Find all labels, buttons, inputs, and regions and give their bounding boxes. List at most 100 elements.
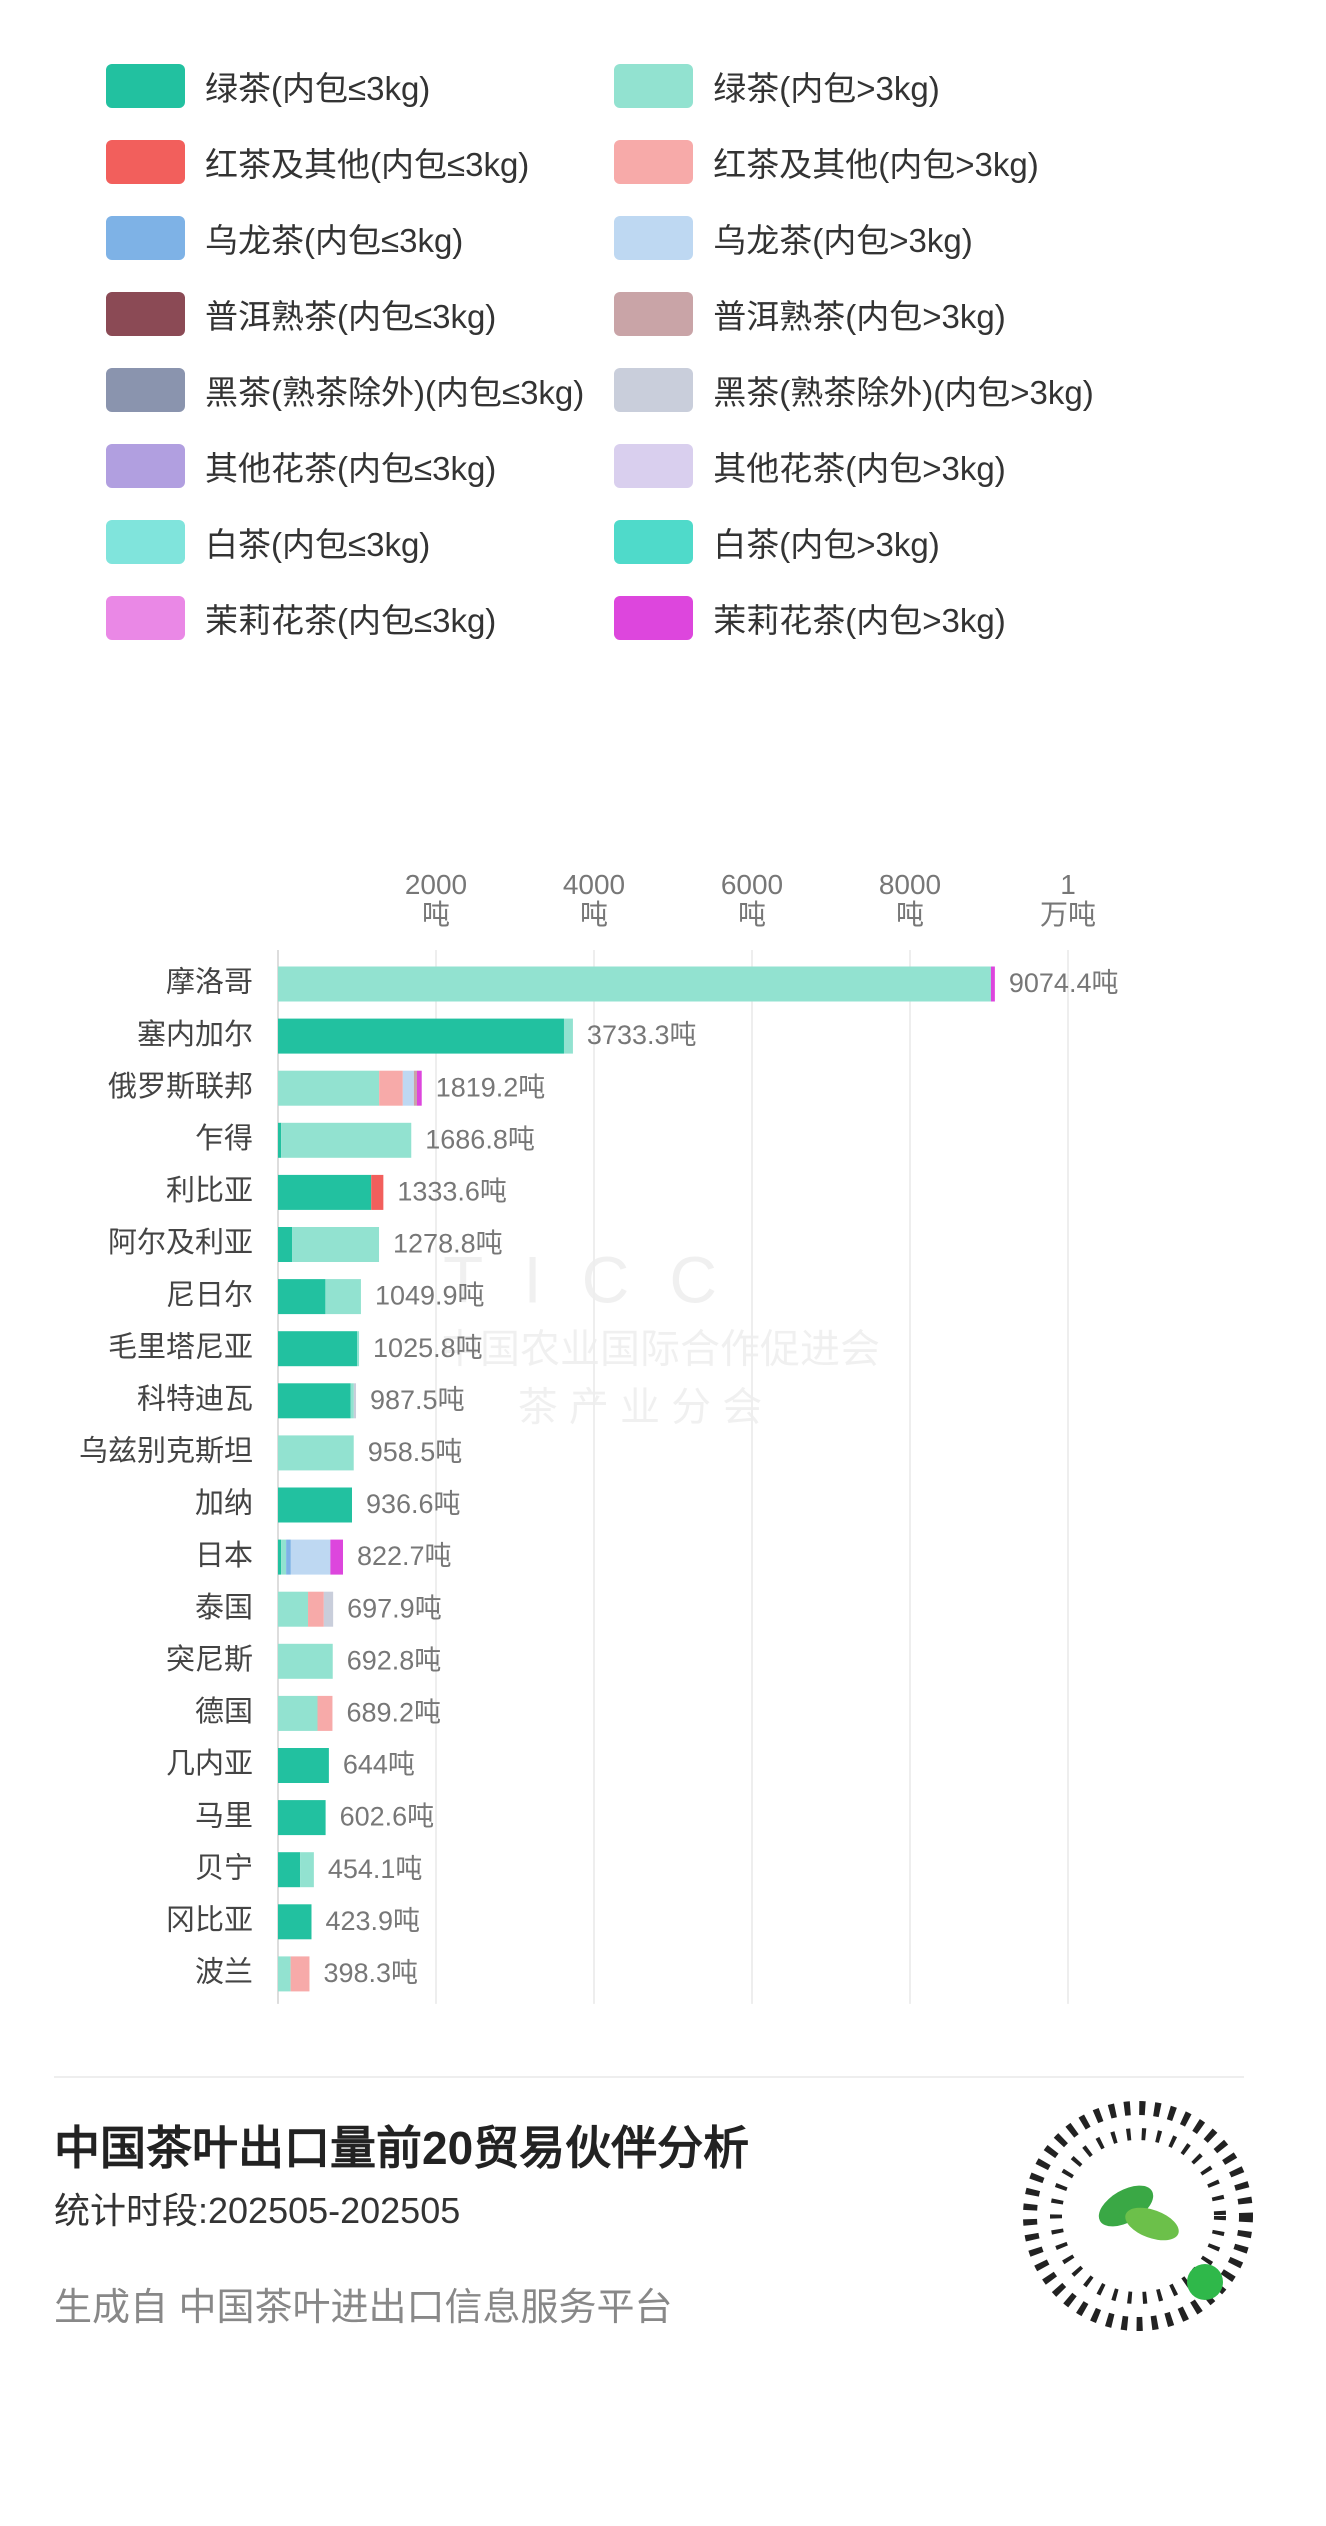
bar-segment (278, 1122, 282, 1158)
legend-item: 乌龙茶(内包>3kg) (614, 216, 1093, 260)
bar-segment (323, 1591, 334, 1627)
bar-segment (278, 1070, 380, 1106)
total-label: 697.9吨 (347, 1593, 442, 1623)
legend-label: 绿茶(内包≤3kg) (205, 70, 431, 107)
legend-label: 白茶(内包>3kg) (713, 526, 940, 563)
category-label: 冈比亚 (166, 1903, 253, 1936)
x-tick-label: 2000 吨 (404, 869, 468, 930)
watermark-branch: 茶 产 业 分 会 (518, 1386, 762, 1430)
legend-label: 红茶及其他(内包>3kg) (713, 146, 1039, 183)
bar-segment (353, 1383, 357, 1419)
total-label: 644吨 (343, 1750, 415, 1780)
footer-source: 生成自 中国茶叶进出口信息服务平台 (54, 2287, 673, 2329)
legend-swatch (106, 292, 185, 336)
bar-segment (278, 966, 991, 1002)
legend-swatch (614, 216, 694, 260)
bar-segment (278, 1435, 354, 1471)
legend-swatch (106, 216, 185, 260)
category-label: 德国 (195, 1695, 253, 1728)
total-label: 1333.6吨 (397, 1177, 507, 1207)
legend-item: 乌龙茶(内包≤3kg) (106, 216, 584, 260)
legend-item: 茉莉花茶(内包≤3kg) (106, 596, 584, 640)
x-tick-label: 4000 吨 (562, 869, 626, 930)
legend-swatch (614, 64, 694, 108)
total-label: 1049.9吨 (375, 1281, 485, 1311)
category-label: 泰国 (195, 1591, 253, 1624)
bar-segment (290, 1956, 310, 1992)
legend-label: 黑茶(熟茶除外)(内包≤3kg) (205, 374, 585, 411)
bar-segment (278, 1904, 312, 1940)
bar-segment (563, 1018, 573, 1054)
legend-label: 普洱熟茶(内包>3kg) (713, 298, 1006, 335)
total-label: 3733.3吨 (587, 1020, 697, 1050)
bar-segment (281, 1122, 412, 1158)
bar-segment (278, 1695, 318, 1731)
bar-segment (402, 1070, 414, 1106)
bar-segment (290, 1539, 331, 1575)
total-label: 1025.8吨 (373, 1333, 483, 1363)
divider (54, 2076, 1244, 2078)
bar-segment (278, 1852, 301, 1888)
legend-item: 白茶(内包>3kg) (614, 520, 1093, 564)
total-label: 822.7吨 (357, 1541, 452, 1571)
legend-item: 普洱熟茶(内包>3kg) (614, 292, 1093, 336)
bar-segment (278, 1227, 293, 1262)
legend-label: 乌龙茶(内包>3kg) (713, 222, 973, 259)
total-label: 936.6吨 (366, 1489, 461, 1519)
bar-segment (300, 1852, 314, 1888)
category-label: 科特迪瓦 (137, 1382, 253, 1415)
legend-item: 茉莉花茶(内包>3kg) (614, 596, 1093, 640)
total-label: 398.3吨 (323, 1958, 418, 1988)
legend: 绿茶(内包≤3kg) 绿茶(内包>3kg) 红茶及其他(内包≤3kg) 红茶及其他(内… (106, 64, 1286, 640)
legend-label: 绿茶(内包>3kg) (713, 70, 940, 107)
watermark-org: 中国农业国际合作促进会 (440, 1328, 880, 1372)
bar-segment (357, 1331, 360, 1367)
bar-segment (308, 1591, 324, 1627)
bar-segment (278, 1591, 309, 1627)
category-label: 马里 (195, 1800, 253, 1832)
bar-segment (278, 1279, 326, 1315)
legend-item: 红茶及其他(内包≤3kg) (106, 140, 584, 184)
category-label: 日本 (195, 1539, 253, 1572)
bar-segment (278, 1643, 333, 1679)
bar-segment (371, 1174, 384, 1210)
bar-segment (278, 1018, 564, 1054)
legend-label: 黑茶(熟茶除外)(内包>3kg) (713, 374, 1094, 411)
legend-swatch (106, 520, 185, 564)
legend-swatch (614, 292, 694, 336)
legend-item: 绿茶(内包>3kg) (614, 64, 1093, 108)
legend-label: 其他花茶(内包≤3kg) (205, 450, 497, 487)
bar-segment (413, 1070, 417, 1106)
category-label: 几内亚 (166, 1747, 253, 1780)
category-label: 贝宁 (195, 1851, 253, 1884)
legend-label: 茉莉花茶(内包≤3kg) (205, 602, 497, 639)
total-label: 1686.8吨 (425, 1124, 535, 1154)
category-label: 毛里塔尼亚 (108, 1330, 253, 1363)
category-label: 利比亚 (166, 1174, 253, 1207)
category-label: 尼日尔 (166, 1278, 253, 1311)
legend-item: 普洱熟茶(内包≤3kg) (106, 292, 584, 336)
total-label: 692.8吨 (347, 1645, 442, 1675)
bar-segment (278, 1487, 352, 1523)
legend-swatch (106, 368, 185, 412)
category-label: 塞内加尔 (137, 1018, 253, 1051)
bar-segment (292, 1227, 380, 1262)
bar-segment (278, 1174, 372, 1210)
total-label: 423.9吨 (325, 1906, 420, 1936)
total-label: 454.1吨 (328, 1854, 423, 1884)
bar-segment (990, 966, 995, 1002)
legend-label: 白茶(内包≤3kg) (205, 526, 431, 563)
bar-segment (416, 1070, 422, 1106)
x-tick-label: 1 万吨 (1039, 869, 1096, 930)
x-tick-label: 6000 吨 (720, 869, 784, 930)
bar-segment (278, 1383, 351, 1419)
category-label: 阿尔及利亚 (108, 1226, 253, 1259)
legend-swatch (106, 140, 185, 184)
legend-label: 茉莉花茶(内包>3kg) (713, 602, 1006, 639)
bar-segment (379, 1070, 403, 1106)
bar-segment (278, 1748, 329, 1783)
legend-item: 黑茶(熟茶除外)(内包≤3kg) (106, 368, 584, 412)
category-label: 加纳 (195, 1487, 253, 1520)
watermark-logo: TICC (443, 1242, 757, 1316)
legend-label: 乌龙茶(内包≤3kg) (205, 222, 464, 259)
